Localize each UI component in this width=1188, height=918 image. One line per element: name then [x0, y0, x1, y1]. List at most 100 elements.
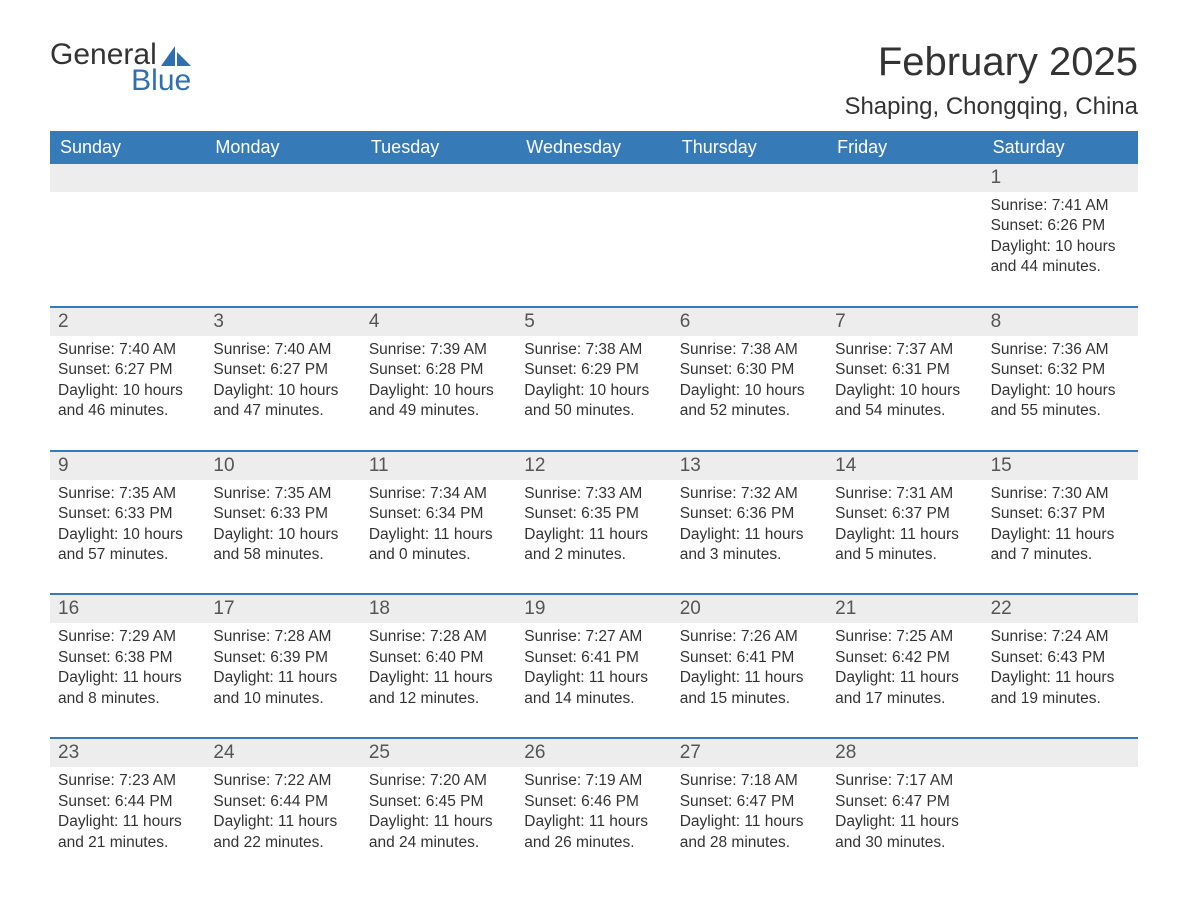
day-details: Sunrise: 7:28 AMSunset: 6:39 PMDaylight:…	[205, 623, 360, 709]
sunset-text: Sunset: 6:44 PM	[213, 792, 352, 812]
weekday-header-row: SundayMondayTuesdayWednesdayThursdayFrid…	[50, 131, 1138, 164]
day-details	[672, 192, 827, 196]
daylight-text: Daylight: 11 hours and 19 minutes.	[991, 668, 1130, 709]
daylight-text: Daylight: 11 hours and 15 minutes.	[680, 668, 819, 709]
sunrise-text: Sunrise: 7:27 AM	[524, 627, 663, 647]
day-number: 16	[50, 595, 205, 623]
day-cell: 2Sunrise: 7:40 AMSunset: 6:27 PMDaylight…	[50, 308, 205, 422]
day-number	[516, 164, 671, 192]
sunrise-text: Sunrise: 7:41 AM	[991, 196, 1130, 216]
sunrise-text: Sunrise: 7:38 AM	[680, 340, 819, 360]
daylight-text: Daylight: 10 hours and 58 minutes.	[213, 525, 352, 566]
day-cell: 4Sunrise: 7:39 AMSunset: 6:28 PMDaylight…	[361, 308, 516, 422]
day-details: Sunrise: 7:31 AMSunset: 6:37 PMDaylight:…	[827, 480, 982, 566]
sunset-text: Sunset: 6:35 PM	[524, 504, 663, 524]
day-cell: 1Sunrise: 7:41 AMSunset: 6:26 PMDaylight…	[983, 164, 1138, 278]
daylight-text: Daylight: 10 hours and 49 minutes.	[369, 381, 508, 422]
day-cell: 15Sunrise: 7:30 AMSunset: 6:37 PMDayligh…	[983, 452, 1138, 566]
day-number: 8	[983, 308, 1138, 336]
page-header: General Blue February 2025 Shaping, Chon…	[50, 40, 1138, 121]
sunset-text: Sunset: 6:39 PM	[213, 648, 352, 668]
sunset-text: Sunset: 6:33 PM	[58, 504, 197, 524]
sunrise-text: Sunrise: 7:40 AM	[213, 340, 352, 360]
day-cell: 12Sunrise: 7:33 AMSunset: 6:35 PMDayligh…	[516, 452, 671, 566]
day-cell: 11Sunrise: 7:34 AMSunset: 6:34 PMDayligh…	[361, 452, 516, 566]
day-number: 18	[361, 595, 516, 623]
day-details: Sunrise: 7:18 AMSunset: 6:47 PMDaylight:…	[672, 767, 827, 853]
day-details: Sunrise: 7:40 AMSunset: 6:27 PMDaylight:…	[205, 336, 360, 422]
day-details: Sunrise: 7:23 AMSunset: 6:44 PMDaylight:…	[50, 767, 205, 853]
day-details: Sunrise: 7:28 AMSunset: 6:40 PMDaylight:…	[361, 623, 516, 709]
day-number: 13	[672, 452, 827, 480]
sunset-text: Sunset: 6:40 PM	[369, 648, 508, 668]
day-cell: 8Sunrise: 7:36 AMSunset: 6:32 PMDaylight…	[983, 308, 1138, 422]
sunrise-text: Sunrise: 7:33 AM	[524, 484, 663, 504]
sunset-text: Sunset: 6:36 PM	[680, 504, 819, 524]
day-cell: 14Sunrise: 7:31 AMSunset: 6:37 PMDayligh…	[827, 452, 982, 566]
day-number: 19	[516, 595, 671, 623]
day-number: 24	[205, 739, 360, 767]
day-number: 25	[361, 739, 516, 767]
week-row: 2Sunrise: 7:40 AMSunset: 6:27 PMDaylight…	[50, 306, 1138, 422]
sunset-text: Sunset: 6:47 PM	[835, 792, 974, 812]
day-cell: 28Sunrise: 7:17 AMSunset: 6:47 PMDayligh…	[827, 739, 982, 853]
day-details	[50, 192, 205, 196]
daylight-text: Daylight: 11 hours and 8 minutes.	[58, 668, 197, 709]
day-cell: 16Sunrise: 7:29 AMSunset: 6:38 PMDayligh…	[50, 595, 205, 709]
day-details	[361, 192, 516, 196]
day-cell: 25Sunrise: 7:20 AMSunset: 6:45 PMDayligh…	[361, 739, 516, 853]
week-row: 23Sunrise: 7:23 AMSunset: 6:44 PMDayligh…	[50, 737, 1138, 853]
sunset-text: Sunset: 6:47 PM	[680, 792, 819, 812]
weekday-header: Tuesday	[361, 131, 516, 164]
day-number: 27	[672, 739, 827, 767]
sunset-text: Sunset: 6:29 PM	[524, 360, 663, 380]
day-cell: 21Sunrise: 7:25 AMSunset: 6:42 PMDayligh…	[827, 595, 982, 709]
sunrise-text: Sunrise: 7:30 AM	[991, 484, 1130, 504]
day-cell: 6Sunrise: 7:38 AMSunset: 6:30 PMDaylight…	[672, 308, 827, 422]
daylight-text: Daylight: 11 hours and 22 minutes.	[213, 812, 352, 853]
daylight-text: Daylight: 10 hours and 44 minutes.	[991, 237, 1130, 278]
sunset-text: Sunset: 6:28 PM	[369, 360, 508, 380]
daylight-text: Daylight: 11 hours and 10 minutes.	[213, 668, 352, 709]
day-cell: 26Sunrise: 7:19 AMSunset: 6:46 PMDayligh…	[516, 739, 671, 853]
sunrise-text: Sunrise: 7:22 AM	[213, 771, 352, 791]
day-number: 22	[983, 595, 1138, 623]
day-number: 28	[827, 739, 982, 767]
day-cell	[50, 164, 205, 278]
day-number: 17	[205, 595, 360, 623]
day-details	[983, 767, 1138, 771]
day-details: Sunrise: 7:41 AMSunset: 6:26 PMDaylight:…	[983, 192, 1138, 278]
sunset-text: Sunset: 6:43 PM	[991, 648, 1130, 668]
logo-text-block: General Blue	[50, 40, 191, 96]
daylight-text: Daylight: 11 hours and 5 minutes.	[835, 525, 974, 566]
day-details	[516, 192, 671, 196]
sunset-text: Sunset: 6:30 PM	[680, 360, 819, 380]
daylight-text: Daylight: 11 hours and 28 minutes.	[680, 812, 819, 853]
day-number	[361, 164, 516, 192]
week-row: 9Sunrise: 7:35 AMSunset: 6:33 PMDaylight…	[50, 450, 1138, 566]
daylight-text: Daylight: 11 hours and 30 minutes.	[835, 812, 974, 853]
day-number: 26	[516, 739, 671, 767]
day-cell: 5Sunrise: 7:38 AMSunset: 6:29 PMDaylight…	[516, 308, 671, 422]
day-details: Sunrise: 7:24 AMSunset: 6:43 PMDaylight:…	[983, 623, 1138, 709]
day-number: 6	[672, 308, 827, 336]
day-details: Sunrise: 7:22 AMSunset: 6:44 PMDaylight:…	[205, 767, 360, 853]
sunset-text: Sunset: 6:42 PM	[835, 648, 974, 668]
weekday-header: Monday	[205, 131, 360, 164]
daylight-text: Daylight: 11 hours and 26 minutes.	[524, 812, 663, 853]
sunrise-text: Sunrise: 7:29 AM	[58, 627, 197, 647]
day-number: 11	[361, 452, 516, 480]
day-details: Sunrise: 7:32 AMSunset: 6:36 PMDaylight:…	[672, 480, 827, 566]
weekday-header: Saturday	[983, 131, 1138, 164]
day-details: Sunrise: 7:34 AMSunset: 6:34 PMDaylight:…	[361, 480, 516, 566]
sunrise-text: Sunrise: 7:38 AM	[524, 340, 663, 360]
day-details: Sunrise: 7:36 AMSunset: 6:32 PMDaylight:…	[983, 336, 1138, 422]
day-number: 12	[516, 452, 671, 480]
day-details: Sunrise: 7:35 AMSunset: 6:33 PMDaylight:…	[205, 480, 360, 566]
sunrise-text: Sunrise: 7:20 AM	[369, 771, 508, 791]
sunset-text: Sunset: 6:41 PM	[680, 648, 819, 668]
day-details: Sunrise: 7:27 AMSunset: 6:41 PMDaylight:…	[516, 623, 671, 709]
daylight-text: Daylight: 11 hours and 3 minutes.	[680, 525, 819, 566]
day-cell: 7Sunrise: 7:37 AMSunset: 6:31 PMDaylight…	[827, 308, 982, 422]
daylight-text: Daylight: 10 hours and 46 minutes.	[58, 381, 197, 422]
